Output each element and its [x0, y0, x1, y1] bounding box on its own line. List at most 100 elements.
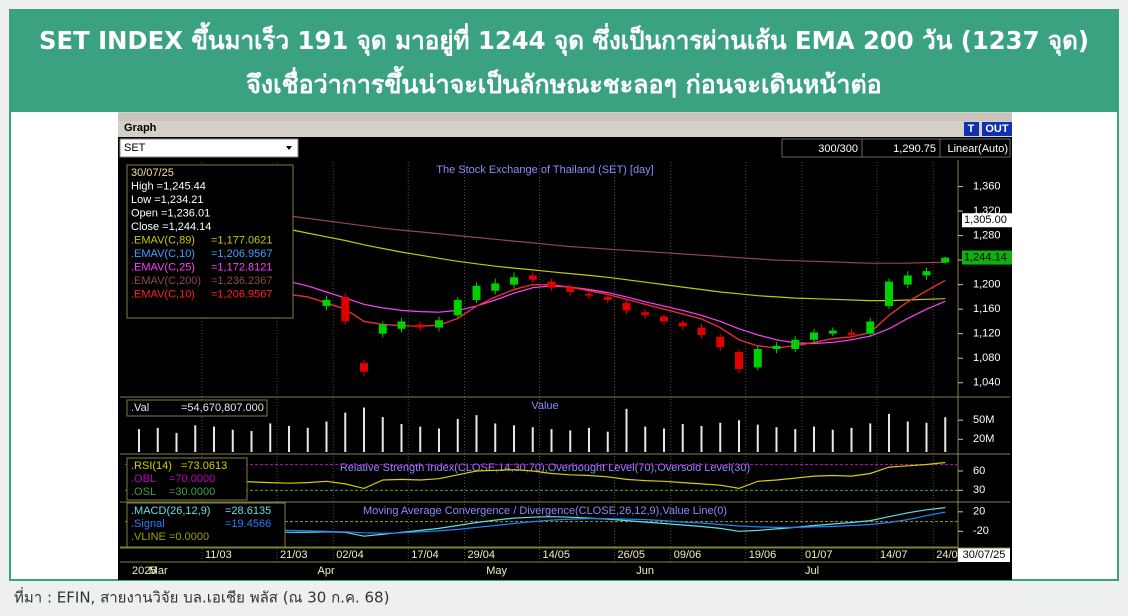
- y-tick-label: 1,160: [973, 303, 1001, 315]
- price-marker: [962, 250, 1012, 265]
- readout-text: .EMAV(C,10): [131, 248, 195, 260]
- readout-box: [126, 399, 268, 417]
- combo-arrow[interactable]: [286, 146, 292, 150]
- readout-text: =1,206.9567: [211, 248, 272, 260]
- readout-text: .Signal: [131, 518, 165, 530]
- bar: [644, 426, 647, 452]
- bar: [475, 415, 478, 452]
- x-tick-label: 29/04: [468, 549, 496, 561]
- bar: [194, 425, 197, 452]
- readout-text: .RSI(14): [131, 460, 172, 472]
- t-button[interactable]: [964, 122, 979, 136]
- candle-body: [753, 349, 762, 368]
- candle-body: [453, 299, 462, 316]
- readout-box: [126, 502, 286, 548]
- y-tick-label: 1,080: [973, 352, 1001, 364]
- candle-body: [885, 281, 893, 307]
- x-tick-label: 26/05: [618, 549, 646, 561]
- bar: [175, 432, 178, 452]
- bar: [344, 412, 347, 452]
- candle-body: [941, 257, 950, 263]
- bar: [213, 426, 215, 452]
- candle-body: [716, 336, 725, 348]
- x-tick-label: 09/06: [674, 549, 702, 561]
- readout-box: [126, 457, 248, 501]
- y-tick-label: -20: [973, 525, 989, 537]
- x-tick-label: 11/03: [205, 549, 232, 561]
- candle-body: [660, 316, 668, 322]
- y-tick-label: 20M: [973, 433, 994, 445]
- readout-text: =54,670,807.000: [181, 402, 264, 414]
- bar: [363, 407, 365, 452]
- bar: [569, 430, 572, 452]
- bar: [794, 429, 797, 452]
- y-tick-label: 1,200: [973, 279, 1001, 291]
- toolbar-strip: [118, 113, 1012, 121]
- bar: [306, 427, 309, 452]
- symbol-combo[interactable]: [119, 138, 299, 158]
- bar: [756, 424, 759, 452]
- header-line: จึงเชื่อว่าการขึ้นน่าจะเป็นลักษณะชะลอๆ ก…: [246, 65, 882, 99]
- bar: [588, 427, 590, 452]
- y-tick-label: 50M: [973, 414, 994, 426]
- readout-text: .Val: [131, 402, 149, 414]
- readout-text: =30.0000: [169, 486, 215, 498]
- month-label: Mar: [149, 565, 168, 577]
- bar: [400, 424, 403, 452]
- bar: [606, 431, 609, 452]
- bar: [813, 426, 815, 452]
- x-tick-label: 19/06: [749, 549, 777, 561]
- candle-body: [472, 285, 481, 300]
- candle-body: [697, 327, 706, 335]
- bar: [325, 421, 328, 452]
- current-date: 30/07/25: [963, 549, 1006, 561]
- x-tick-label: 21/03: [280, 549, 308, 561]
- bar: [681, 424, 684, 452]
- symbol-value[interactable]: SET: [124, 142, 146, 154]
- bar: [138, 429, 140, 452]
- bar: [231, 429, 234, 452]
- source-note: ที่มา : EFIN, สายงานวิจัย บล.เอเชีย พลัส…: [14, 587, 389, 607]
- bar: [288, 425, 290, 452]
- candle-body: [641, 312, 650, 316]
- candle-body: [791, 339, 800, 350]
- out-button-label[interactable]: OUT: [985, 123, 1009, 135]
- month-label: Apr: [318, 565, 335, 577]
- readout-text: =70.0000: [169, 473, 215, 485]
- readout-text: =1,206.9567: [211, 288, 272, 300]
- readout-text: .VLINE: [131, 531, 166, 543]
- panel-title: Moving Average Convergence / Divergence(…: [363, 505, 727, 517]
- y-tick-label: 30: [973, 484, 985, 496]
- x-tick-label: 01/07: [805, 549, 833, 561]
- y-tick-label: 60: [973, 465, 985, 477]
- candle-body: [341, 296, 350, 322]
- x-tick-label: 24/07: [936, 549, 964, 561]
- bar: [925, 422, 928, 452]
- bar: [438, 428, 440, 452]
- bar-count: 300/300: [818, 143, 858, 155]
- candle-body: [866, 321, 875, 334]
- bar: [700, 425, 703, 452]
- candle-body: [810, 332, 818, 340]
- bar: [381, 417, 384, 452]
- bar: [663, 428, 665, 452]
- bar: [719, 422, 722, 452]
- out-button[interactable]: [982, 122, 1012, 136]
- candle-body: [772, 345, 781, 350]
- bar: [888, 413, 890, 452]
- candle-body: [678, 322, 687, 327]
- bar: [550, 429, 553, 452]
- panel-title: Value: [531, 400, 558, 412]
- t-button-label[interactable]: T: [968, 123, 975, 135]
- bar: [775, 427, 778, 452]
- month-label: May: [486, 565, 507, 577]
- readout-text: .EMAV(C,10): [131, 288, 195, 300]
- candle-body: [847, 332, 856, 335]
- header-line: SET INDEX ขึ้นมาเร็ว 191 จุด มาอยู่ที่ 1…: [39, 21, 1089, 57]
- candle-body: [585, 293, 593, 296]
- bar: [269, 423, 272, 452]
- candle-body: [735, 352, 743, 370]
- readout-text: 30/07/25: [131, 167, 174, 179]
- bar: [156, 427, 159, 452]
